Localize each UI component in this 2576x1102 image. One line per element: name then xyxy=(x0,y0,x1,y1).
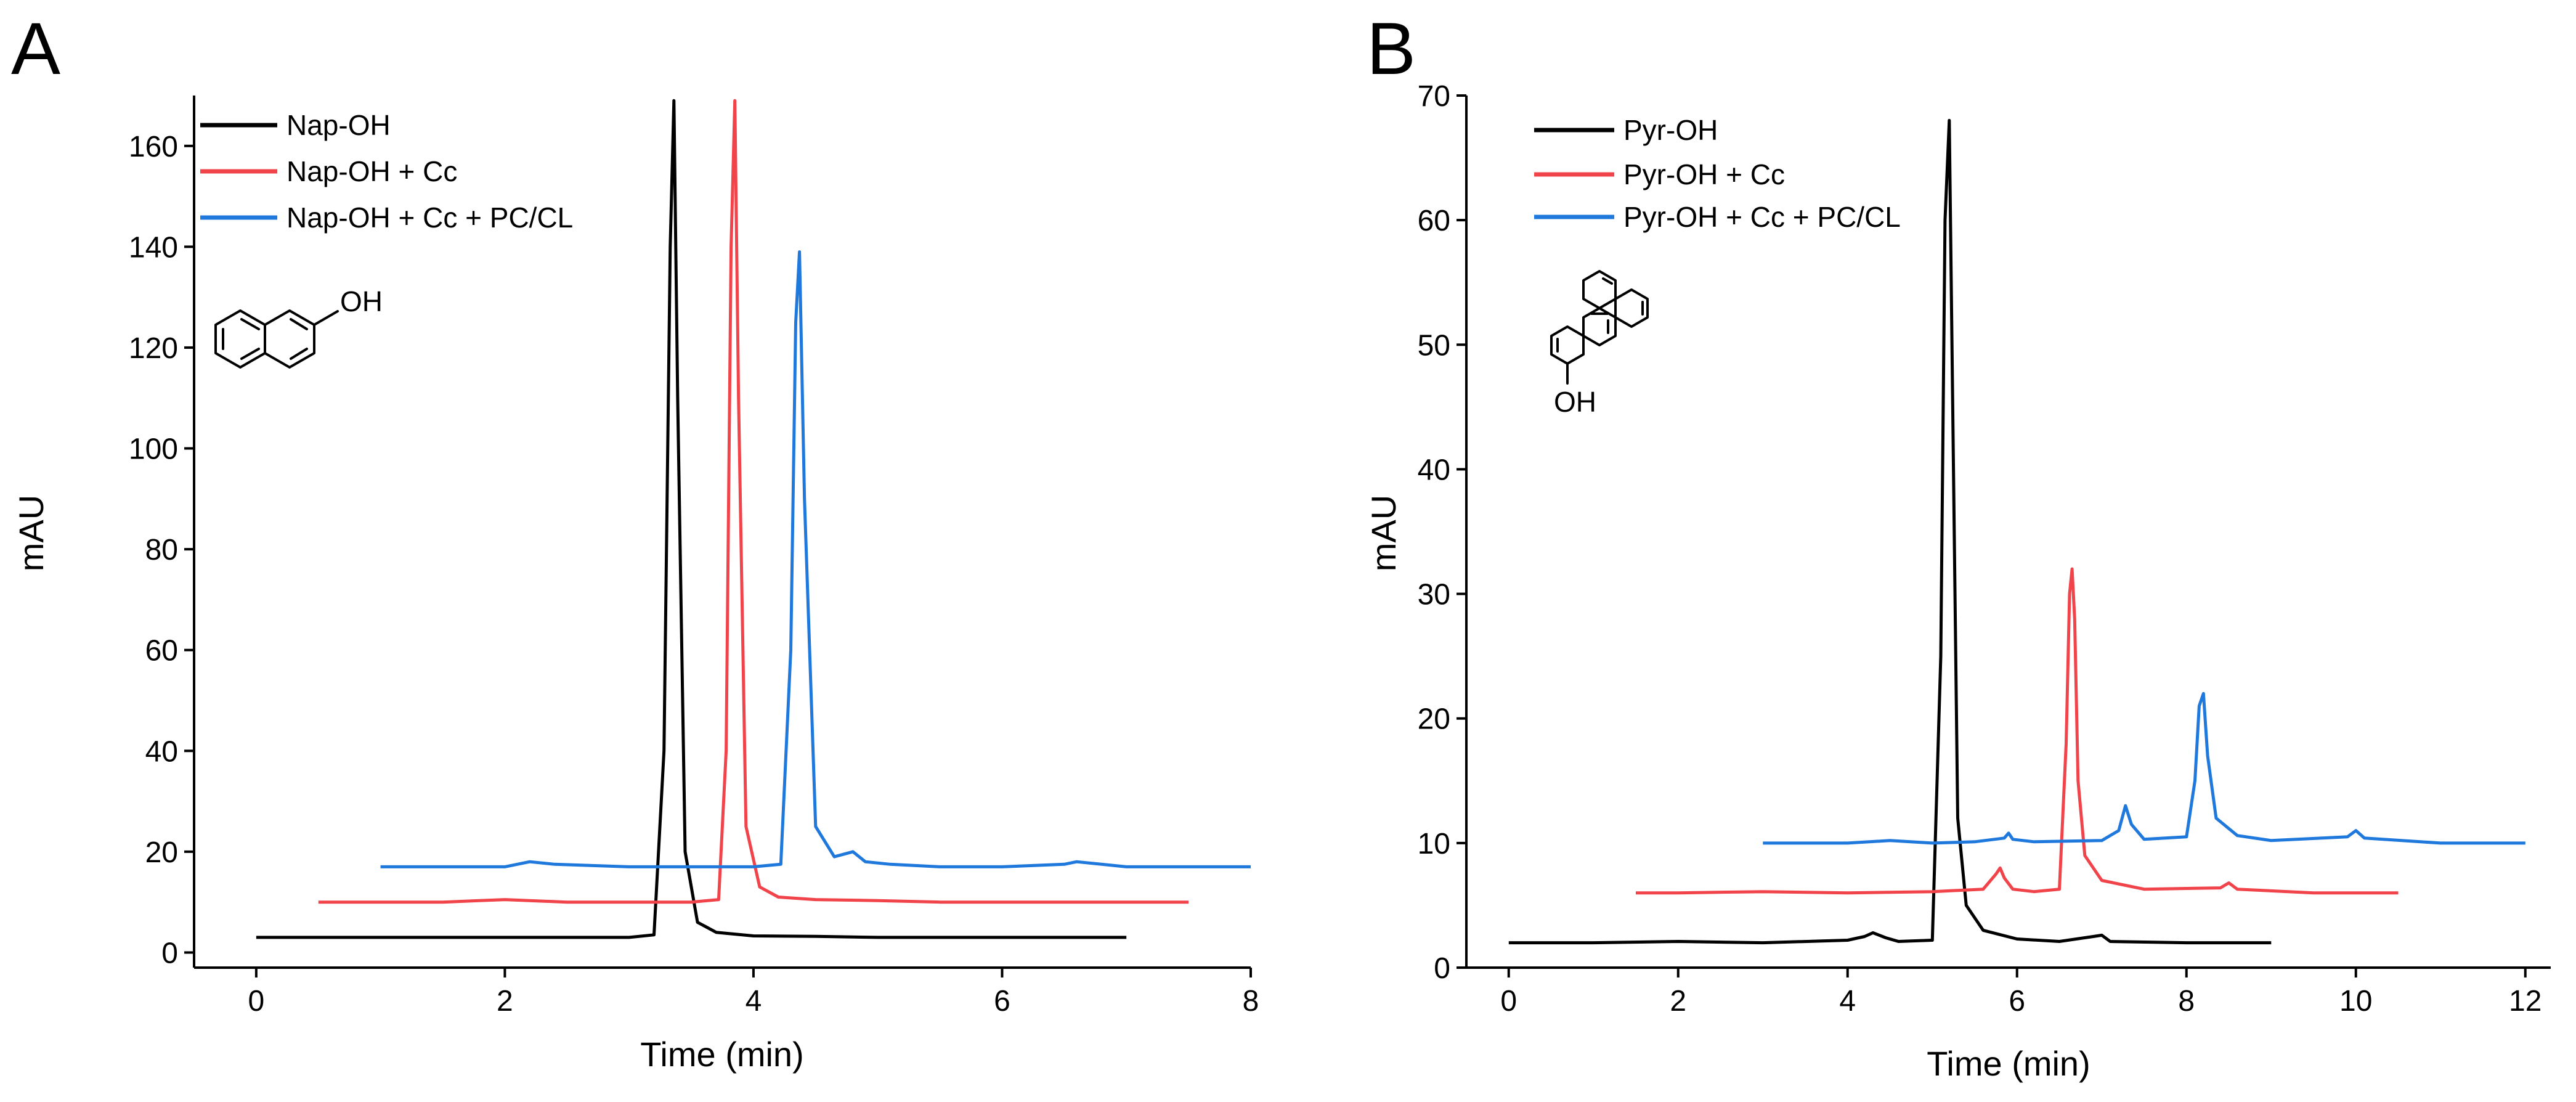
legend-b: Pyr-OH Pyr-OH + Cc Pyr-OH + Cc + PC/CL xyxy=(1534,114,1901,233)
x-tick-label-a-0: 0 xyxy=(248,985,265,1018)
chart-panel-b: B 0 2 4 6 8 10 12 0 10 20 30 40 50 60 70 Time (min) mA… xyxy=(1364,7,2551,1083)
y-tick-label-a-120: 120 xyxy=(129,332,178,365)
trace-group-a xyxy=(256,99,1251,939)
y-axis-title-a: mAU xyxy=(12,495,51,571)
legend-label-nap-oh: Nap-OH xyxy=(286,109,391,141)
y-tick-label-a-140: 140 xyxy=(129,231,178,264)
x-tick-label-b-2: 2 xyxy=(1670,985,1686,1018)
x-axis-title-a: Time (min) xyxy=(640,1035,803,1074)
structure-oh-label-a: OH xyxy=(340,285,383,317)
y-tick-label-a-160: 160 xyxy=(129,131,178,163)
series-line-b-pyr-oh-cc xyxy=(1636,567,2399,895)
y-axis-title-b: mAU xyxy=(1364,495,1403,571)
x-tick-label-b-4: 4 xyxy=(1839,985,1856,1018)
x-tick-label-a-6: 6 xyxy=(994,985,1010,1018)
y-tick-label-a-60: 60 xyxy=(145,635,178,667)
y-tick-label-a-80: 80 xyxy=(145,534,178,566)
y-tick-label-b-60: 60 xyxy=(1418,205,1450,237)
legend-label-pyr-oh-cc-pccl: Pyr-OH + Cc + PC/CL xyxy=(1623,201,1901,233)
x-tick-label-a-8: 8 xyxy=(1243,985,1259,1018)
series-line-a-nap-oh xyxy=(256,99,1127,939)
y-tick-label-a-0: 0 xyxy=(161,937,178,969)
x-tick-label-b-6: 6 xyxy=(2009,985,2025,1018)
naphthol-structure-icon: OH xyxy=(214,285,383,369)
tick-group-b: 0 2 4 6 8 10 12 0 10 20 30 40 50 60 70 xyxy=(1418,80,2542,1018)
y-tick-label-b-10: 10 xyxy=(1418,828,1450,860)
x-tick-label-a-4: 4 xyxy=(746,985,762,1018)
series-line-b-pyr-oh xyxy=(1508,118,2272,945)
y-tick-label-b-20: 20 xyxy=(1418,703,1450,736)
x-tick-label-b-12: 12 xyxy=(2509,985,2541,1018)
legend-label-pyr-oh-cc: Pyr-OH + Cc xyxy=(1623,158,1785,190)
pyrenol-structure-icon: OH xyxy=(1550,270,1649,418)
legend-label-nap-oh-cc: Nap-OH + Cc xyxy=(286,155,457,187)
series-line-a-nap-oh-cc xyxy=(318,99,1189,904)
x-tick-label-b-10: 10 xyxy=(2339,985,2372,1018)
y-tick-label-b-0: 0 xyxy=(1434,952,1450,985)
panel-label-a: A xyxy=(11,7,60,90)
series-line-a-nap-oh-cc-pc-cl xyxy=(380,250,1251,868)
y-tick-label-a-40: 40 xyxy=(145,735,178,768)
x-tick-label-b-8: 8 xyxy=(2178,985,2195,1018)
y-tick-label-a-100: 100 xyxy=(129,433,178,466)
y-tick-label-a-20: 20 xyxy=(145,836,178,869)
x-axis-title-b: Time (min) xyxy=(1927,1044,2090,1083)
legend-a: Nap-OH Nap-OH + Cc Nap-OH + Cc + PC/CL xyxy=(200,109,573,234)
panel-label-b: B xyxy=(1367,7,1416,90)
x-tick-label-a-2: 2 xyxy=(497,985,513,1018)
trace-group-b xyxy=(1508,118,2525,945)
x-tick-label-b-0: 0 xyxy=(1500,985,1517,1018)
y-tick-label-b-50: 50 xyxy=(1418,329,1450,362)
y-tick-label-b-30: 30 xyxy=(1418,579,1450,611)
series-line-b-pyr-oh-cc-pc-cl xyxy=(1763,692,2525,845)
structure-oh-label-b: OH xyxy=(1554,386,1596,418)
y-tick-label-b-70: 70 xyxy=(1418,80,1450,113)
legend-label-pyr-oh: Pyr-OH xyxy=(1623,114,1718,146)
y-tick-label-b-40: 40 xyxy=(1418,454,1450,486)
legend-label-nap-oh-cc-pccl: Nap-OH + Cc + PC/CL xyxy=(286,202,573,234)
